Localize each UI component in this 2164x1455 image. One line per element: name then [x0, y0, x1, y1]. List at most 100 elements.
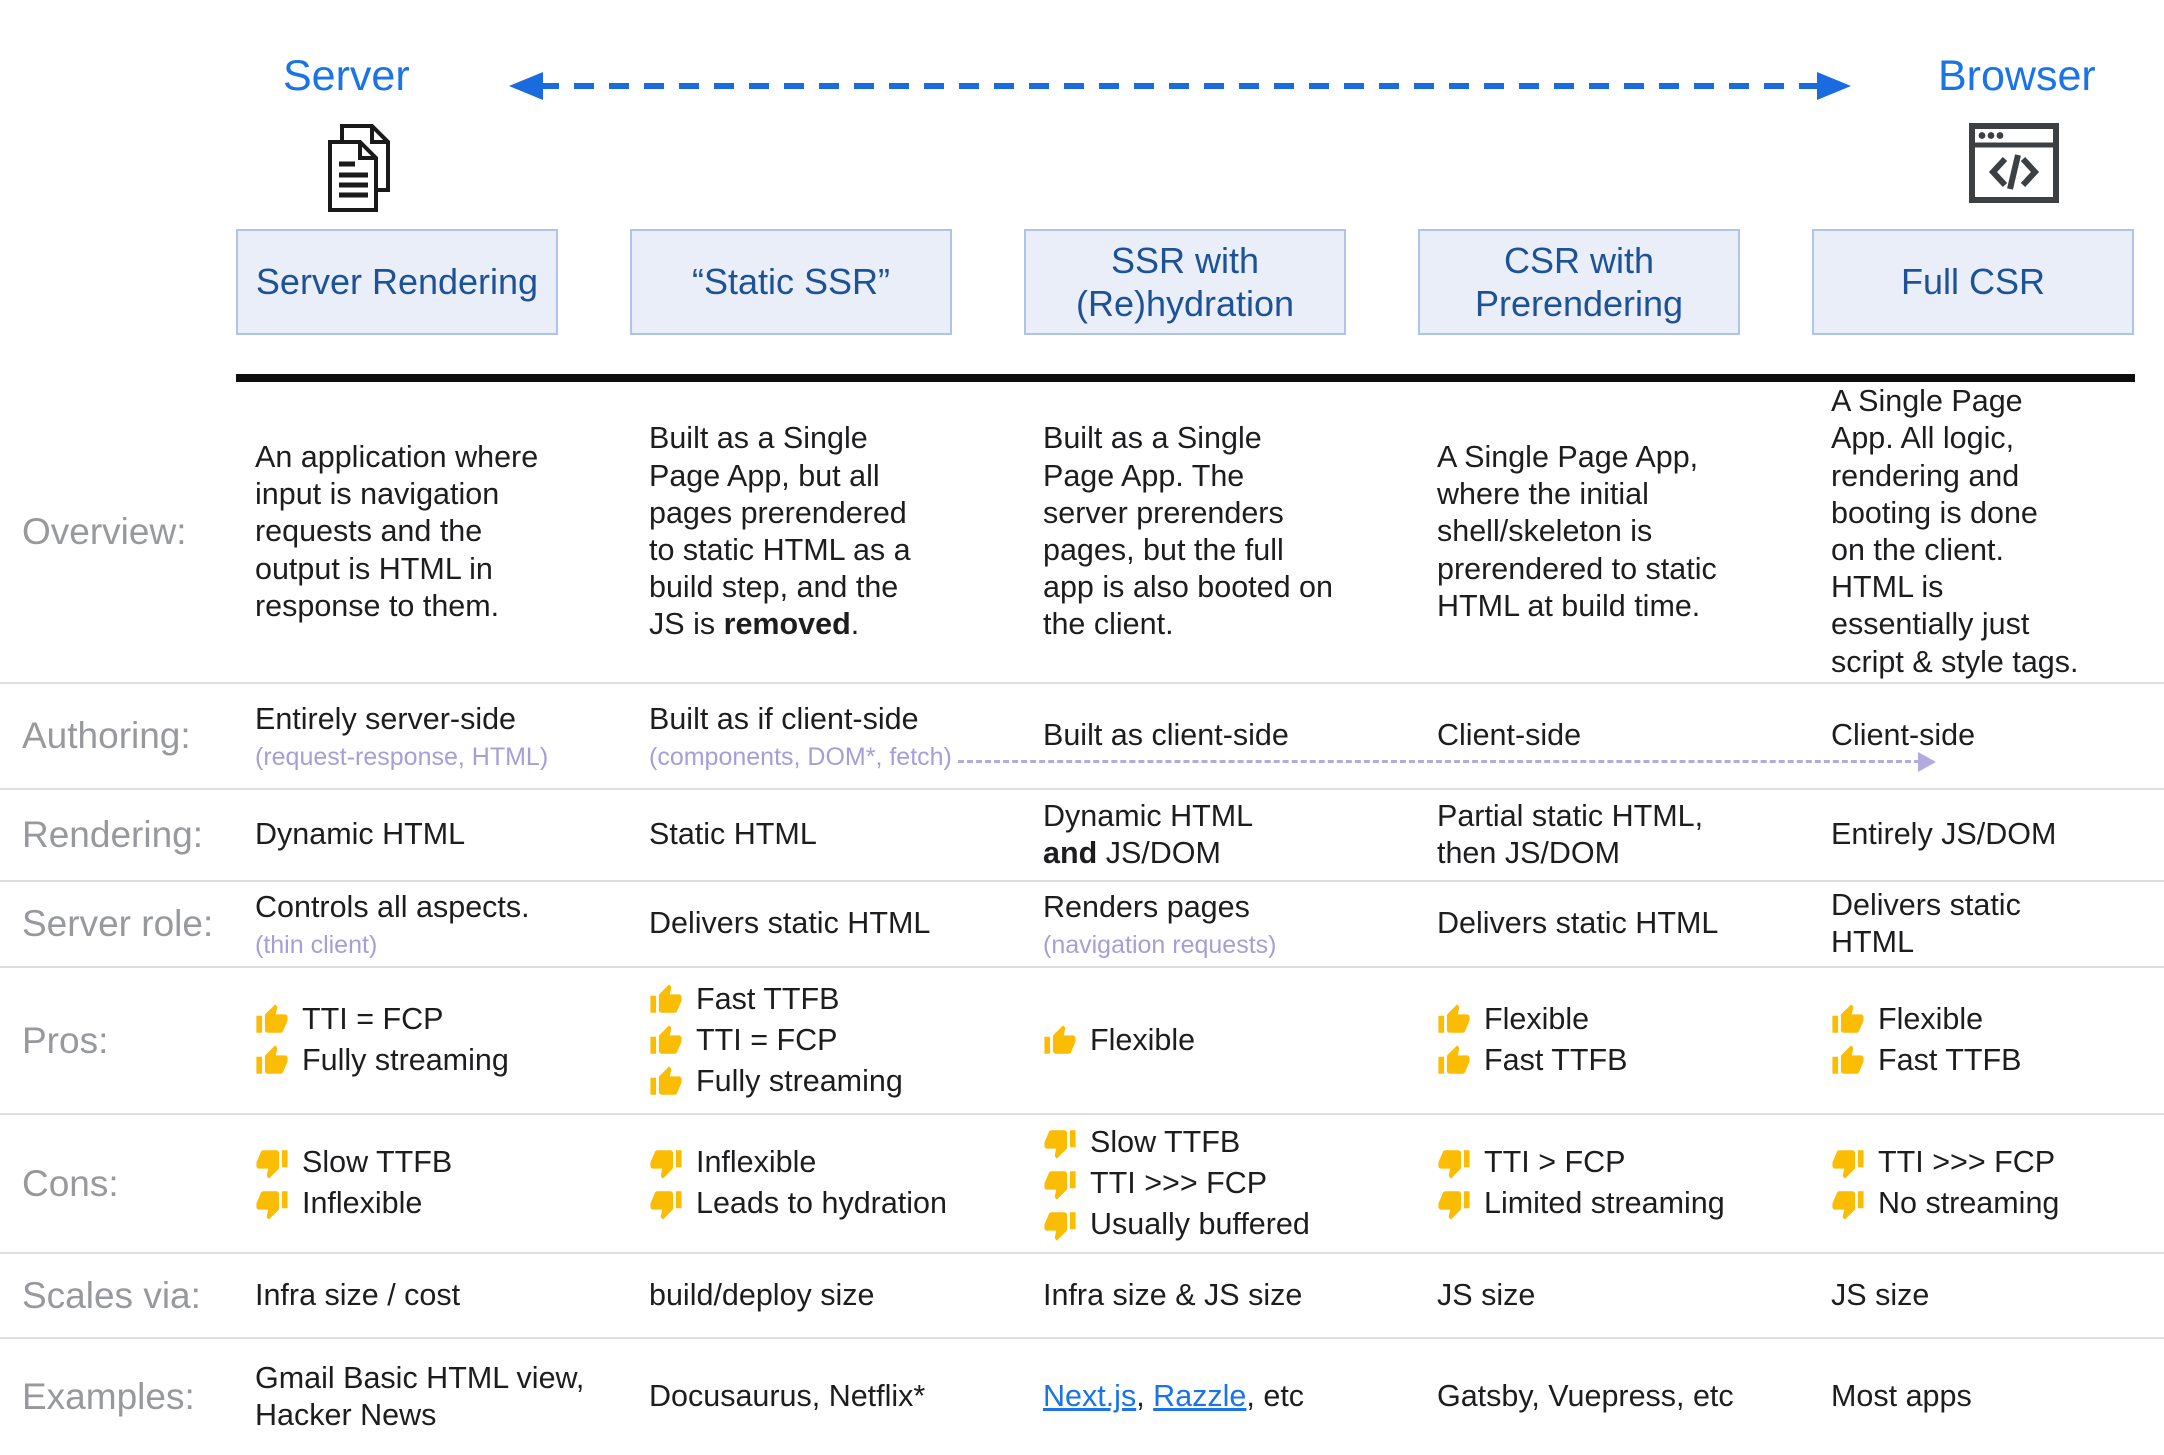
list-item: Inflexible: [649, 1143, 956, 1184]
cell-text: ,: [1136, 1379, 1154, 1414]
cell-text: Built as a Single Page App, but all page…: [649, 421, 911, 642]
thumbs-down-icon: [1438, 1191, 1470, 1220]
cell-cons-full-csr: TTI >>> FCP No streaming: [1812, 1143, 2164, 1225]
thumbs-down-icon: [650, 1150, 682, 1179]
cell-line: Built as a Single Page App. The server p…: [1043, 420, 1333, 643]
list-item: TTI = FCP: [649, 1020, 956, 1061]
cell-scales-via-server-rendering: Infra size / cost: [236, 1277, 630, 1314]
cell-line: Built as client-side: [1043, 717, 1350, 754]
list-item-text: TTI >>> FCP: [1878, 1145, 2056, 1180]
column-header-full-csr: Full CSR: [1812, 229, 2134, 335]
cell-line: Dynamic HTML: [255, 816, 562, 853]
thumbs-up-icon: [1438, 1004, 1470, 1033]
list-item-text: Fast TTFB: [1878, 1043, 2022, 1078]
cell-text: JS size: [1437, 1277, 1536, 1312]
row-pros: Pros: TTI = FCP Fully streaming Fast TTFB TT…: [0, 966, 2164, 1113]
cell-pros-static-ssr: Fast TTFB TTI = FCP Fully streaming: [630, 979, 1024, 1102]
thumbs-down-icon: [256, 1191, 288, 1220]
thumbs-up-icon: [650, 1024, 682, 1054]
list-item-text: Fully streaming: [302, 1043, 509, 1078]
cell-text: Built as a Single Page App. The server p…: [1043, 421, 1333, 642]
cell-text: Entirely server-side: [255, 701, 517, 736]
cell-text: build/deploy size: [649, 1277, 875, 1312]
cell-text: Built as if client-side: [649, 701, 919, 736]
list-item-text: TTI = FCP: [302, 1002, 444, 1037]
list-item: Inflexible: [255, 1184, 562, 1225]
cell-authoring-full-csr: Client-side: [1812, 717, 2164, 754]
cell-line: Entirely server-side: [255, 701, 562, 738]
cell-text: then JS/DOM: [1437, 836, 1621, 870]
row-label-cons: Cons:: [22, 1162, 119, 1204]
row-label-examples: Examples:: [22, 1376, 195, 1417]
thumbs-down-icon: [650, 1191, 682, 1220]
cell-pros-full-csr: Flexible Fast TTFB: [1812, 1000, 2164, 1082]
link-next-js[interactable]: Next.js: [1043, 1379, 1137, 1414]
cell-text: JS/DOM: [1097, 836, 1221, 870]
list-item-text: Slow TTFB: [1090, 1124, 1241, 1159]
cell-line: then JS/DOM: [1437, 835, 1744, 872]
cell-rendering-ssr-with-rehydration: Dynamic HTML and JS/DOM: [1024, 798, 1418, 872]
cell-line: A Single Page App. All logic, rendering …: [1831, 383, 2079, 681]
row-scales-via: Scales via: Infra size / cost build/deploy…: [0, 1252, 2164, 1337]
cell-server-role-ssr-with-rehydration: Renders pages (navigation requests): [1024, 889, 1418, 960]
column-header-static-ssr: “Static SSR”: [630, 229, 952, 335]
cell-text: , etc: [1246, 1379, 1305, 1414]
cell-overview-ssr-with-rehydration: Built as a Single Page App. The server p…: [1024, 420, 1418, 643]
row-authoring: Authoring: Entirely server-side (request-r…: [0, 682, 2164, 788]
cell-line: A Single Page App, where the initial she…: [1437, 439, 1727, 625]
cell-text: and: [1043, 836, 1098, 870]
cell-cons-server-rendering: Slow TTFB Inflexible: [236, 1143, 630, 1225]
cell-text: Static HTML: [649, 817, 817, 852]
thumbs-up-icon: [256, 1004, 288, 1033]
list-item-text: Limited streaming: [1484, 1186, 1725, 1221]
cell-line: Infra size & JS size: [1043, 1277, 1350, 1314]
authoring-client-side-arrow: [958, 760, 1920, 763]
browser-label: Browser: [1938, 52, 2096, 100]
cell-server-role-full-csr: Delivers static HTML: [1812, 887, 2164, 961]
list-item-text: Usually buffered: [1090, 1206, 1310, 1241]
cell-text: A Single Page App, where the initial she…: [1437, 439, 1717, 623]
cell-overview-static-ssr: Built as a Single Page App, but all page…: [630, 420, 1024, 643]
server-label: Server: [283, 52, 410, 100]
cell-text: Docusaurus, Netflix*: [649, 1379, 926, 1414]
row-label-server-role: Server role:: [22, 903, 214, 944]
cell-scales-via-csr-with-prerendering: JS size: [1418, 1277, 1812, 1314]
cell-text: Controls all aspects.: [255, 889, 530, 924]
list-item: Flexible: [1437, 1000, 1744, 1041]
list-item: Fully streaming: [649, 1061, 956, 1102]
list-item: Fast TTFB: [649, 979, 956, 1020]
row-label-overview: Overview:: [22, 511, 187, 552]
cell-authoring-ssr-with-rehydration: Built as client-side: [1024, 717, 1418, 754]
list-item: Fast TTFB: [1437, 1041, 1744, 1082]
cell-line: build/deploy size: [649, 1277, 956, 1314]
column-header-csr-with-prerendering: CSR with Prerendering: [1418, 229, 1740, 335]
thumbs-down-icon: [1044, 1211, 1076, 1241]
cell-rendering-csr-with-prerendering: Partial static HTML, then JS/DOM: [1418, 798, 1812, 872]
list-item: TTI = FCP: [255, 1000, 562, 1041]
cell-line: Static HTML: [649, 816, 956, 853]
row-label-pros: Pros:: [22, 1019, 109, 1061]
cell-text: Built as client-side: [1043, 718, 1289, 753]
thumbs-up-icon: [1044, 1024, 1076, 1054]
header-divider-bar: [236, 374, 2135, 382]
cell-examples-static-ssr: Docusaurus, Netflix*: [630, 1378, 1024, 1415]
list-item-text: Leads to hydration: [696, 1186, 947, 1221]
row-label-authoring: Authoring:: [22, 715, 191, 756]
cell-server-role-server-rendering: Controls all aspects. (thin client): [236, 889, 630, 960]
list-item: TTI >>> FCP: [1831, 1143, 2096, 1184]
cell-text: Dynamic HTML: [1043, 798, 1254, 833]
link-razzle[interactable]: Razzle: [1153, 1379, 1247, 1414]
list-item: Fast TTFB: [1831, 1041, 2096, 1082]
list-item-text: TTI > FCP: [1484, 1145, 1626, 1180]
list-item-text: Fast TTFB: [1484, 1043, 1628, 1078]
cell-pros-csr-with-prerendering: Flexible Fast TTFB: [1418, 1000, 1812, 1082]
cell-line: Delivers static HTML: [649, 905, 956, 942]
document-pages-icon: [328, 124, 390, 212]
cell-authoring-static-ssr: Built as if client-side (components, DOM*…: [630, 701, 1024, 772]
thumbs-down-icon: [1044, 1170, 1076, 1200]
cell-line: Client-side: [1831, 717, 2096, 754]
cell-examples-ssr-with-rehydration: Next.js, Razzle, etc: [1024, 1378, 1418, 1415]
thumbs-down-icon: [256, 1150, 288, 1179]
cell-line: JS size: [1831, 1277, 2096, 1314]
